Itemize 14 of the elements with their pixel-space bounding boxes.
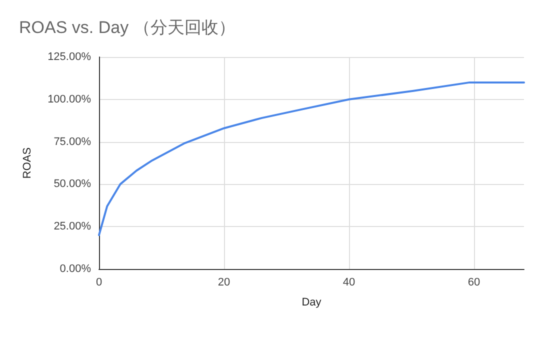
x-tick-label: 0 bbox=[96, 276, 102, 288]
y-tick-label: 100.00% bbox=[48, 93, 92, 106]
chart-title: ROAS vs. Day （分天回收） bbox=[19, 18, 236, 37]
x-tick-label: 60 bbox=[468, 276, 480, 288]
x-tick-label: 20 bbox=[218, 276, 230, 288]
y-tick-label: 75.00% bbox=[54, 136, 92, 148]
y-tick-label: 0.00% bbox=[60, 263, 92, 275]
y-tick-label: 25.00% bbox=[54, 220, 92, 233]
x-tick-label: 40 bbox=[342, 276, 356, 288]
y-tick-label: 125.00% bbox=[48, 51, 92, 63]
y-axis-title: ROAS bbox=[22, 147, 34, 179]
y-tick-label: 50.00% bbox=[54, 178, 92, 190]
line-series bbox=[98, 81, 525, 236]
x-axis-title: Day bbox=[302, 296, 322, 308]
